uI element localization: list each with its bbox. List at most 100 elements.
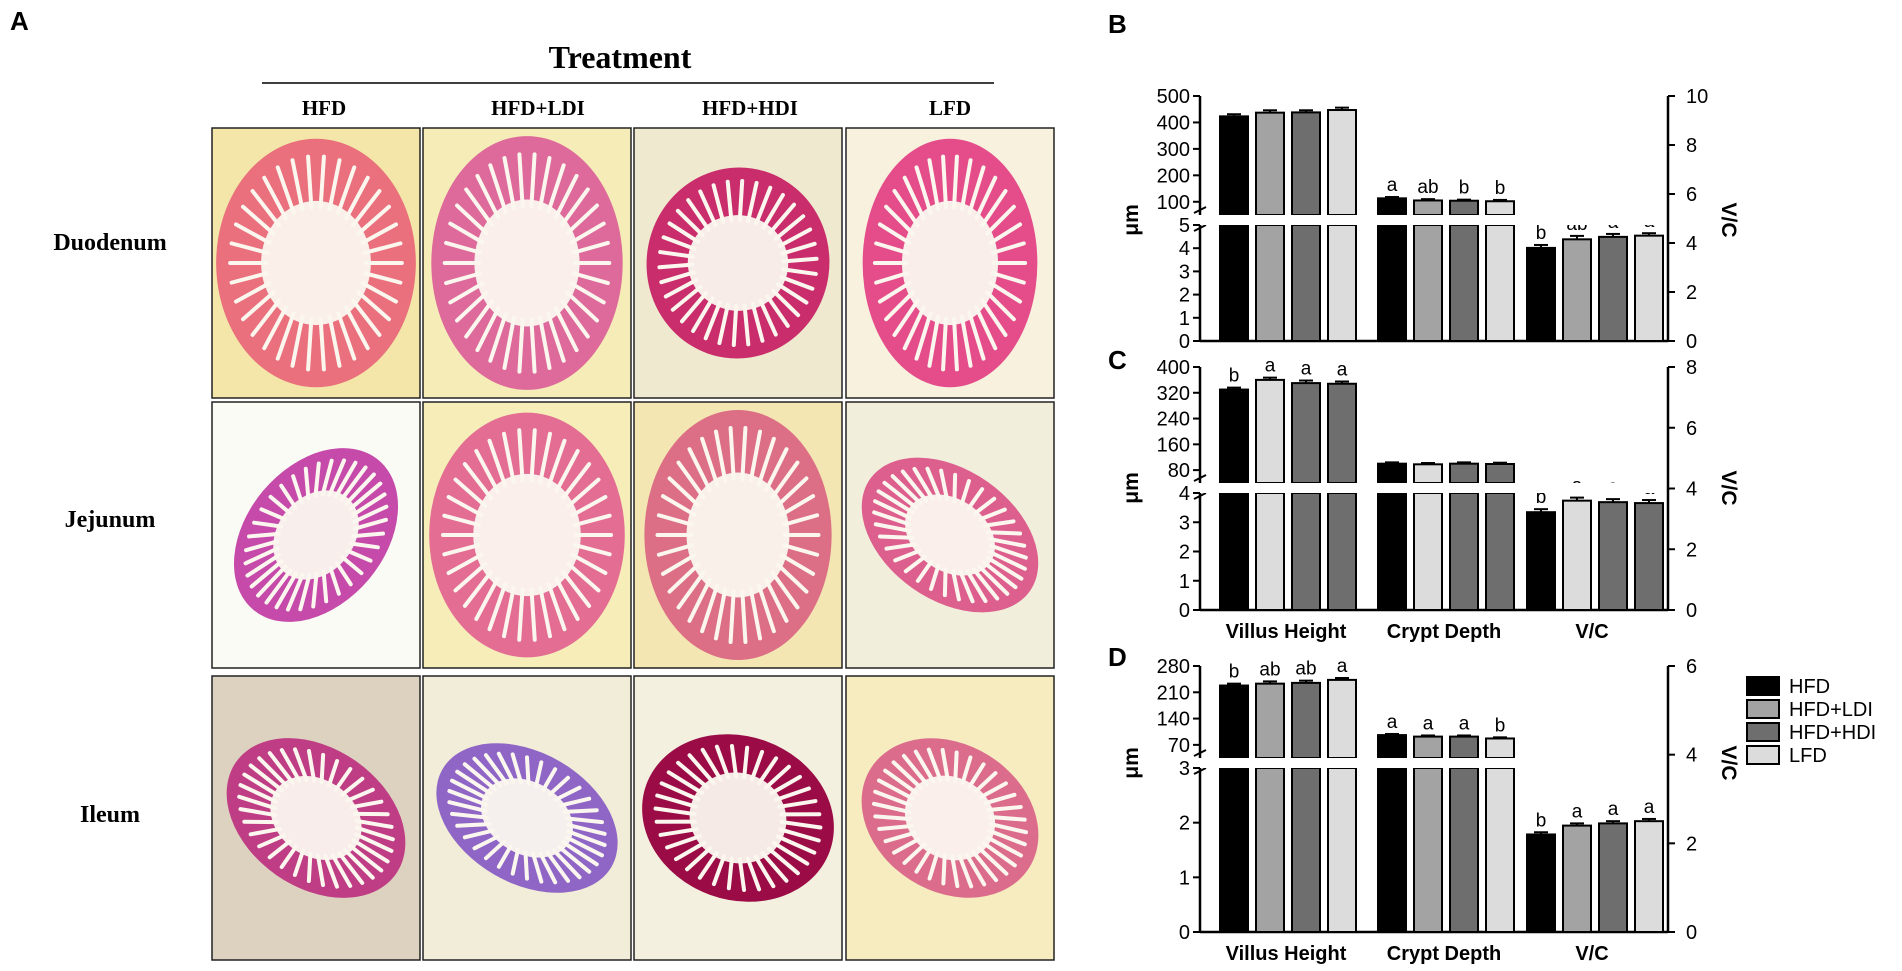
bar (1485, 461, 1515, 611)
bar-rect-lower (1219, 492, 1249, 611)
villus-gap (285, 572, 305, 612)
villus-gap (742, 303, 751, 347)
villus-gap (245, 553, 281, 578)
villus-gap (876, 489, 915, 515)
villus-gap (654, 819, 697, 824)
bar-rect (1562, 824, 1592, 933)
y-tick-label: 280 (1157, 656, 1190, 678)
category-label: V/C (1575, 621, 1608, 643)
villus-gap (557, 844, 592, 874)
bar-rect-lower (1219, 767, 1249, 933)
villus-gap (725, 179, 734, 223)
bar (1255, 109, 1285, 342)
villus-gap (502, 315, 516, 370)
villus-gap (233, 281, 272, 304)
bar: a (1449, 713, 1479, 933)
villus-gap (779, 494, 816, 517)
villus-gap (453, 477, 488, 509)
villus-gap (874, 241, 910, 255)
bar: b (1219, 366, 1249, 611)
villus-gap (971, 849, 999, 883)
villus-gap (462, 570, 493, 608)
villus-gap (915, 559, 934, 583)
villus-gap (953, 750, 959, 783)
axis-break-mark (1193, 474, 1207, 482)
villus-gap (973, 771, 998, 794)
y2-axis-label: V/C (1717, 745, 1740, 780)
villus-gap (262, 175, 288, 221)
y-tick-label: 0 (1179, 600, 1190, 622)
bar-rect-lower (1255, 224, 1285, 342)
villus-gap (939, 468, 949, 502)
villus-gap (775, 476, 809, 508)
column-label-hfd-ldi: HFD+LDI (491, 96, 585, 120)
bar-rect-upper (1291, 111, 1321, 216)
column-label-hfd: HFD (302, 96, 346, 120)
villus-gap (883, 768, 919, 795)
y2-tick-label: 2 (1686, 833, 1697, 855)
villus-gap (562, 808, 599, 814)
villus-gap (561, 570, 592, 608)
villus-gap (313, 461, 321, 498)
villus-gap (351, 531, 386, 539)
villus-gap (560, 299, 590, 339)
villus-gap (279, 748, 302, 783)
villus-gap (573, 543, 612, 557)
significance-letter: a (1387, 712, 1398, 733)
villus-gap (985, 204, 1016, 236)
villus-gap (475, 173, 501, 220)
villus-gap (336, 311, 357, 361)
y-tick-label: 1 (1179, 308, 1190, 330)
villus-gap (337, 851, 365, 885)
villus-gap (345, 787, 375, 803)
villus-gap (877, 824, 914, 831)
villus-gap (779, 275, 815, 291)
villus-gap (360, 222, 399, 245)
villus-gap (336, 165, 357, 215)
villus-gap (448, 221, 485, 245)
panel-a: A Treatment HFD HFD+LDI HFD+HDI LFD Duodenum Je… (10, 6, 1055, 961)
villus-gap (976, 845, 1009, 876)
bar-rect (1598, 235, 1628, 342)
bar: a (1634, 797, 1664, 934)
bar: ab (1291, 659, 1321, 933)
bar: b (1449, 178, 1479, 342)
bar: a (1327, 656, 1357, 933)
bar: a (1377, 175, 1407, 342)
villus-gap (333, 460, 358, 499)
villus-gap (926, 747, 943, 782)
histology-image-jejunum-3 (845, 401, 1055, 669)
legend-item: HFD+LDI (1746, 699, 1873, 721)
villus-gap (717, 302, 730, 346)
y2-tick-label: 2 (1686, 282, 1697, 304)
legend-item: HFD (1746, 676, 1830, 698)
villus-gap (268, 494, 292, 515)
villus-gap (893, 548, 922, 563)
villus-gap (561, 462, 592, 500)
tissue-section (226, 738, 406, 898)
villus-gap (686, 198, 711, 232)
significance-letter: a (1301, 359, 1312, 380)
villus-gap (726, 856, 734, 891)
villus-gap (566, 823, 607, 836)
y-tick-label: 5 (1179, 215, 1190, 237)
villus-gap (760, 851, 789, 883)
significance-letter: b (1495, 178, 1506, 199)
significance-letter: ab (1295, 659, 1316, 680)
villus-gap (453, 561, 488, 593)
villus-gap (347, 843, 384, 873)
villus-gap (306, 749, 317, 783)
bar-rect (1634, 820, 1664, 934)
villus-gap (510, 847, 520, 876)
bar: b (1526, 487, 1556, 612)
villus-gap (985, 290, 1016, 322)
y-tick-label: 140 (1157, 709, 1190, 731)
legend-label: LFD (1789, 745, 1827, 767)
villus-gap (713, 587, 728, 641)
histology-image-jejunum-0 (211, 401, 421, 669)
villus-gap (541, 767, 558, 792)
villus-gap (462, 762, 497, 792)
villus-gap (554, 576, 580, 621)
